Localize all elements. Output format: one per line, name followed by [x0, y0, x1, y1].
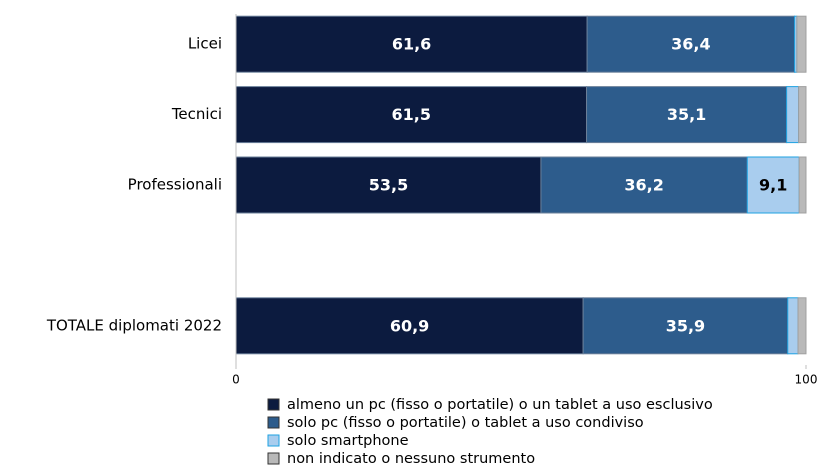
data-label: 36,2 — [624, 176, 663, 195]
x-tick-label: 100 — [795, 373, 818, 387]
bar-segment — [746, 156, 800, 214]
bar-segment — [540, 156, 748, 214]
bar-segment — [786, 86, 800, 144]
legend-swatch — [267, 434, 280, 447]
data-label: 61,6 — [392, 35, 431, 54]
bar-segment — [797, 297, 807, 355]
bar-segment — [798, 156, 807, 214]
data-label: 35,9 — [666, 316, 705, 335]
bar-segment — [586, 15, 796, 73]
data-label: 53,5 — [369, 176, 408, 195]
y-tick-label: Tecnici — [171, 105, 222, 123]
data-label: 35,1 — [667, 105, 706, 124]
bar-segment — [235, 156, 542, 214]
data-label: 36,4 — [671, 35, 710, 54]
legend-label: almeno un pc (fisso o portatile) o un ta… — [287, 397, 713, 413]
bar-segment — [798, 86, 807, 144]
bar-segment — [235, 297, 584, 355]
y-tick-label: Licei — [188, 35, 222, 53]
y-tick-label: Professionali — [128, 176, 222, 194]
data-label: 60,9 — [390, 316, 429, 335]
data-label: 61,5 — [392, 105, 431, 124]
legend-label: solo smartphone — [287, 433, 409, 449]
bar-segment — [582, 297, 789, 355]
legend-swatch — [267, 398, 280, 411]
legend-swatch — [267, 452, 280, 465]
legend-swatch — [267, 416, 280, 429]
data-label: 9,1 — [759, 176, 787, 195]
bar-segment — [235, 15, 588, 73]
x-tick-label: 0 — [232, 373, 240, 387]
bar-segment — [787, 297, 799, 355]
bar-segment — [796, 15, 807, 73]
legend-label: solo pc (fisso o portatile) o tablet a u… — [287, 415, 644, 431]
y-tick-label: TOTALE diplomati 2022 — [46, 316, 222, 334]
legend-label: non indicato o nessuno strumento — [287, 451, 535, 467]
